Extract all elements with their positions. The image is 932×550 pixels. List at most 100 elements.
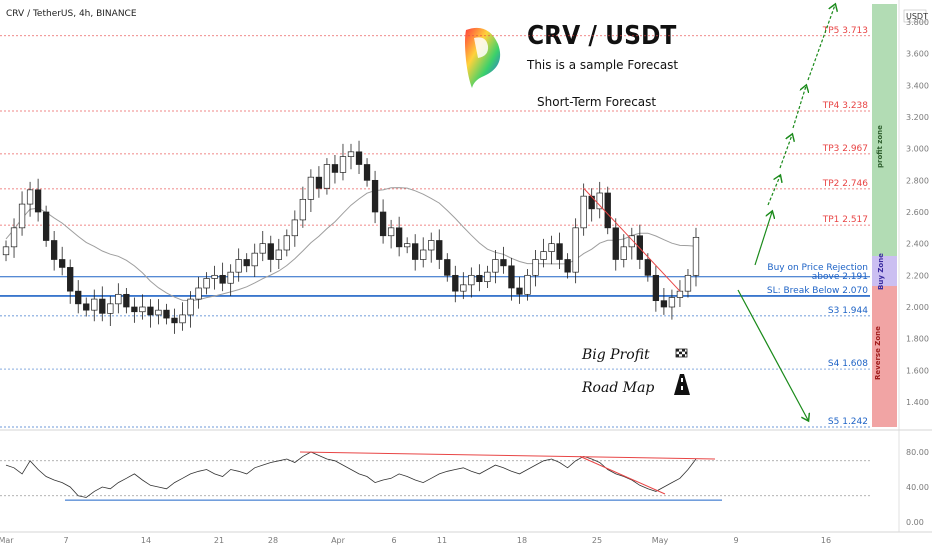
time-tick-4: 28 [268,536,278,545]
candle-body-68 [548,243,555,252]
candle-body-62 [500,259,507,267]
candle-body-17 [139,306,146,313]
candle-body-56 [452,274,459,292]
candle-body-4 [34,189,42,213]
candle-body-38 [307,176,315,200]
road-icon [674,374,690,395]
candle-body-58 [468,274,475,286]
candle-body-27 [219,274,226,284]
candle-body-63 [508,265,515,289]
candle-body-83 [668,297,676,308]
down-arrow [737,289,808,420]
price-tick-4: 3.000 [906,145,929,154]
price-tick-8: 2.200 [906,271,929,280]
level-label-0-0: TP5 3.713 [822,26,868,36]
time-tick-3: 21 [214,536,224,545]
profit-zone-label: profit zone [876,125,884,168]
level-label-5-1: above 2.191 [812,272,868,282]
candle-body-43 [347,151,355,157]
price-tick-11: 1.600 [906,366,929,375]
time-tick-8: 18 [517,536,527,545]
candle-body-18 [147,306,154,316]
rsi-trendline-top [299,451,716,460]
projection-arrows [737,5,835,420]
time-axis[interactable]: Mar 7 14 21 28 Apr 6 11 18 25 May 9 16 [0,536,831,545]
candle-body-69 [556,243,563,260]
candle-body-45 [363,164,371,181]
candle-body-23 [187,298,194,316]
candle-body-21 [171,317,178,324]
time-tick-2: 14 [141,536,151,545]
time-tick-1: 7 [63,536,68,545]
price-tick-5: 2.800 [906,176,929,185]
candle-body-86 [692,236,700,276]
time-tick-12: 16 [821,536,831,545]
candle-body-16 [131,306,138,313]
up-arrow-3 [792,86,806,129]
candle-body-22 [179,314,186,324]
candle-body-8 [67,267,74,292]
candle-body-74 [596,192,603,210]
level-label-7-0: S3 1.944 [828,306,868,316]
rsi-tick-0: 80.00 [906,448,929,457]
road-map-label: Road Map [581,380,654,396]
candle-body-15 [123,293,130,308]
levels-layer: TP5 3.713 TP4 3.238 TP3 2.967 TP2 2.746 TP1 … [0,26,870,428]
currency-label: USDT [906,12,928,21]
price-tick-7: 2.400 [906,240,929,249]
candle-body-44 [355,151,363,165]
candle-body-34 [275,249,282,260]
candle-body-29 [235,259,242,273]
candle-body-47 [379,211,387,237]
time-tick-10: May [652,536,669,545]
candle-body-57 [460,284,467,292]
price-tick-10: 1.800 [906,335,929,344]
level-label-2-0: TP3 2.967 [822,144,868,154]
price-axis[interactable]: 3.800 3.600 3.400 3.200 3.000 2.800 2.600 2.400… [906,18,929,407]
rsi-axis[interactable]: 80.00 40.00 0.00 [906,448,929,527]
candle-body-37 [299,198,307,221]
rsi-tick-1: 40.00 [906,483,929,492]
price-trendline [583,187,681,292]
candle-body-66 [532,259,539,276]
ma-line [5,187,697,302]
level-label-4-0: TP1 2.517 [822,215,868,225]
candle-body-1 [10,227,18,248]
level-label-8-0: S4 1.608 [828,359,868,369]
logo-icon [465,27,501,88]
candle-body-6 [50,240,58,260]
level-label-3-0: TP2 2.746 [822,179,869,189]
symbol-header: CRV / TetherUS, 4h, BINANCE [6,9,137,19]
candle-body-25 [203,278,210,289]
candles-layer [2,140,700,334]
candle-body-48 [387,227,395,237]
chart-subtitle: This is a sample Forecast [526,58,678,72]
candle-body-65 [524,274,531,295]
candle-body-42 [339,156,347,173]
candle-body-50 [404,243,411,248]
candle-body-26 [211,274,218,279]
time-tick-6: 6 [391,536,396,545]
candle-body-3 [26,189,34,205]
candle-body-51 [412,243,419,260]
candle-body-14 [115,293,122,305]
up-arrow-2 [779,135,792,169]
flag-icon [675,348,688,358]
candle-body-49 [395,227,403,248]
time-tick-0: Mar [0,536,14,545]
candle-body-76 [612,227,619,260]
candle-body-64 [516,287,523,295]
buy-zone [872,256,897,286]
candle-body-11 [91,298,98,311]
candle-body-46 [371,179,379,213]
candle-body-80 [644,259,652,276]
up-arrow-0 [754,212,772,266]
reverse-zone [872,286,897,427]
candle-body-19 [155,309,162,316]
candle-body-81 [652,274,660,302]
time-tick-9: 25 [592,536,602,545]
moving-average [5,187,697,302]
trend-lines [583,187,681,292]
level-label-5-0: Buy on Price Rejection [767,263,868,273]
